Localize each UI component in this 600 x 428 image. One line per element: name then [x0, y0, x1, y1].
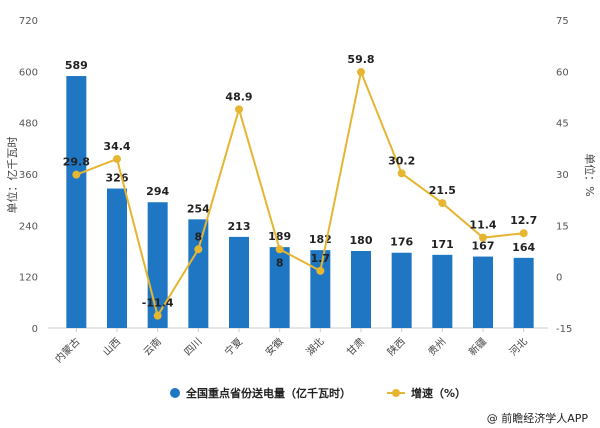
y-left-axis-label: 单位：亿千瓦时: [5, 137, 19, 214]
x-tick-label: 山西: [100, 336, 123, 359]
growth-value-label: 8: [195, 230, 203, 243]
legend-line-marker: [387, 388, 405, 398]
growth-value-label: 59.8: [347, 53, 374, 66]
growth-value-label: 8: [276, 256, 284, 269]
bar-value-label: 589: [65, 59, 88, 72]
growth-value-label: 48.9: [225, 90, 252, 103]
bar-value-label: 171: [431, 238, 454, 251]
x-tick-label: 宁夏: [222, 335, 245, 358]
growth-point: [316, 266, 325, 275]
y-right-tick-label: 0: [556, 273, 562, 284]
bar-value-label: 164: [512, 241, 535, 254]
growth-point: [113, 154, 121, 163]
y-right-tick-label: 15: [556, 221, 569, 232]
bar-value-label: 294: [146, 185, 169, 198]
growth-point: [235, 105, 243, 114]
x-tick-label: 湖北: [304, 336, 327, 359]
growth-value-label: 29.8: [63, 156, 90, 169]
growth-line: [75, 68, 524, 319]
growth-value-label: -11.4: [142, 297, 174, 310]
y-left-tick-label: 480: [19, 119, 38, 130]
y-right-tick-label: 45: [556, 119, 569, 130]
bar: [513, 257, 534, 328]
x-tick-label: 安徽: [262, 335, 285, 358]
x-tick-label: 贵州: [425, 335, 448, 358]
bar: [188, 219, 209, 328]
growth-value-label: 30.2: [388, 154, 415, 167]
x-tick-label: 新疆: [466, 335, 489, 358]
bar-value-label: 167: [472, 240, 495, 253]
growth-point: [153, 311, 162, 320]
bar-value-label: 180: [350, 234, 373, 247]
growth-point: [479, 233, 487, 242]
bar-value-label: 176: [390, 236, 413, 249]
growth-point: [397, 169, 406, 178]
growth-point: [194, 245, 203, 254]
y-right-axis-label: 单位：%: [583, 153, 597, 196]
bar: [391, 252, 412, 328]
x-tick-label: 内蒙古: [52, 335, 82, 365]
growth-point: [357, 68, 365, 77]
legend-bar-label: 全国重点省份送电量（亿千瓦时）: [186, 387, 351, 400]
source-credit: @ 前瞻经济学人APP: [486, 412, 588, 425]
bar: [432, 254, 453, 328]
x-tick-label: 甘肃: [344, 335, 367, 358]
growth-value-label: 12.7: [510, 214, 537, 227]
x-tick-label: 河北: [507, 336, 530, 359]
y-left-tick-label: 240: [19, 221, 38, 232]
growth-value-label: 21.5: [429, 184, 456, 197]
growth-point: [275, 245, 284, 254]
x-tick-label: 云南: [140, 335, 163, 358]
y-left-tick-label: 360: [19, 170, 38, 181]
y-right-tick-label: 30: [556, 170, 569, 181]
bar: [66, 76, 87, 329]
bar: [310, 250, 331, 328]
bar-value-label: 213: [228, 220, 251, 233]
y-right-tick-label: 60: [556, 67, 569, 78]
y-right-tick-label: 75: [556, 16, 569, 27]
y-left-tick-label: 0: [32, 324, 38, 335]
bar: [351, 251, 371, 328]
y-right-tick-label: -15: [556, 324, 572, 335]
growth-value-label: 11.4: [469, 219, 496, 232]
y-left-tick-label: 120: [19, 273, 38, 284]
y-left-tick-label: 720: [19, 16, 38, 27]
x-tick-label: 陕西: [384, 335, 407, 358]
bar-value-label: 189: [268, 230, 291, 243]
growth-value-label: 1.7: [311, 252, 331, 265]
growth-value-label: 34.4: [103, 140, 130, 153]
bar-value-label: 326: [106, 172, 129, 185]
legend-line-label: 增速（%）: [411, 387, 467, 400]
growth-point: [519, 229, 528, 238]
growth-point: [72, 170, 81, 179]
legend: 全国重点省份送电量（亿千瓦时） 增速（%）: [170, 385, 466, 401]
bar: [107, 188, 127, 328]
legend-bar-marker: [170, 388, 180, 398]
y-left-tick-label: 600: [19, 67, 38, 78]
bar: [473, 256, 493, 328]
x-tick-label: 四川: [183, 336, 205, 358]
bar: [269, 247, 290, 328]
growth-point: [438, 199, 447, 208]
bar-value-label: 254: [187, 202, 210, 215]
bar: [229, 236, 249, 328]
